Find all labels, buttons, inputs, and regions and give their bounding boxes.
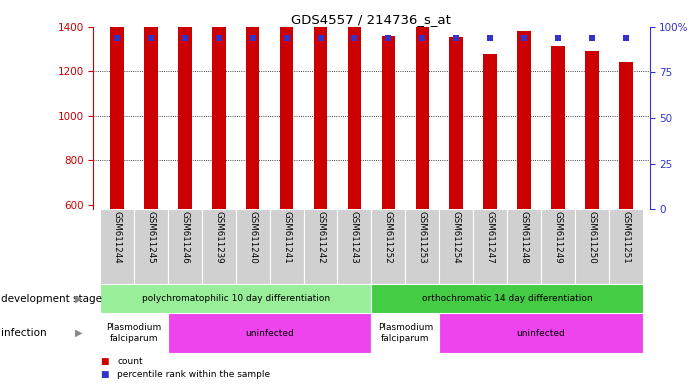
Bar (337, 209, 372, 284)
Bar (609, 209, 643, 284)
Text: GSM611240: GSM611240 (248, 211, 257, 263)
Bar (619, 63, 632, 209)
Bar (144, 0, 158, 209)
Bar (236, 209, 269, 284)
Text: GSM611245: GSM611245 (146, 211, 155, 263)
Bar (280, 0, 294, 209)
Text: Plasmodium
falciparum: Plasmodium falciparum (378, 323, 433, 343)
Text: infection: infection (1, 328, 46, 338)
Text: uninfected: uninfected (517, 329, 565, 338)
Bar (168, 313, 372, 353)
Text: GSM611243: GSM611243 (350, 211, 359, 263)
Bar (575, 209, 609, 284)
Text: GSM611239: GSM611239 (214, 211, 223, 263)
Bar (348, 19, 361, 209)
Text: GSM611252: GSM611252 (384, 211, 393, 263)
Text: GSM611253: GSM611253 (418, 211, 427, 263)
Bar (473, 209, 507, 284)
Text: GSM611250: GSM611250 (587, 211, 596, 263)
Text: GSM611244: GSM611244 (113, 211, 122, 263)
Bar (372, 313, 439, 353)
Text: GSM611249: GSM611249 (553, 211, 562, 263)
Title: GDS4557 / 214736_s_at: GDS4557 / 214736_s_at (292, 13, 451, 26)
Bar (269, 209, 303, 284)
Text: GSM611254: GSM611254 (452, 211, 461, 263)
Bar (439, 209, 473, 284)
Text: GSM611251: GSM611251 (621, 211, 630, 263)
Bar (303, 209, 337, 284)
Bar (178, 0, 191, 209)
Bar (100, 209, 134, 284)
Text: ■: ■ (100, 369, 108, 379)
Bar (202, 209, 236, 284)
Bar (372, 209, 406, 284)
Bar (100, 284, 372, 313)
Bar (134, 209, 168, 284)
Text: GSM611246: GSM611246 (180, 211, 189, 263)
Bar (483, 54, 497, 209)
Bar (246, 0, 260, 209)
Bar (415, 8, 429, 209)
Bar (585, 51, 598, 209)
Bar (381, 36, 395, 209)
Text: count: count (117, 357, 143, 366)
Bar (314, 0, 328, 209)
Bar (439, 313, 643, 353)
Text: orthochromatic 14 day differentiation: orthochromatic 14 day differentiation (422, 294, 592, 303)
Text: ■: ■ (100, 357, 108, 366)
Bar (518, 31, 531, 209)
Bar (449, 37, 463, 209)
Text: percentile rank within the sample: percentile rank within the sample (117, 369, 271, 379)
Bar (111, 0, 124, 209)
Text: GSM611248: GSM611248 (520, 211, 529, 263)
Text: ▶: ▶ (75, 328, 83, 338)
Text: development stage: development stage (1, 293, 102, 304)
Text: ▶: ▶ (75, 293, 83, 304)
Bar (551, 46, 565, 209)
Bar (372, 284, 643, 313)
Bar (168, 209, 202, 284)
Bar (212, 0, 225, 209)
Bar (541, 209, 575, 284)
Text: uninfected: uninfected (245, 329, 294, 338)
Text: Plasmodium
falciparum: Plasmodium falciparum (106, 323, 162, 343)
Text: GSM611241: GSM611241 (282, 211, 291, 263)
Text: GSM611242: GSM611242 (316, 211, 325, 263)
Bar (100, 313, 168, 353)
Text: GSM611247: GSM611247 (486, 211, 495, 263)
Bar (507, 209, 541, 284)
Bar (406, 209, 439, 284)
Text: polychromatophilic 10 day differentiation: polychromatophilic 10 day differentiatio… (142, 294, 330, 303)
